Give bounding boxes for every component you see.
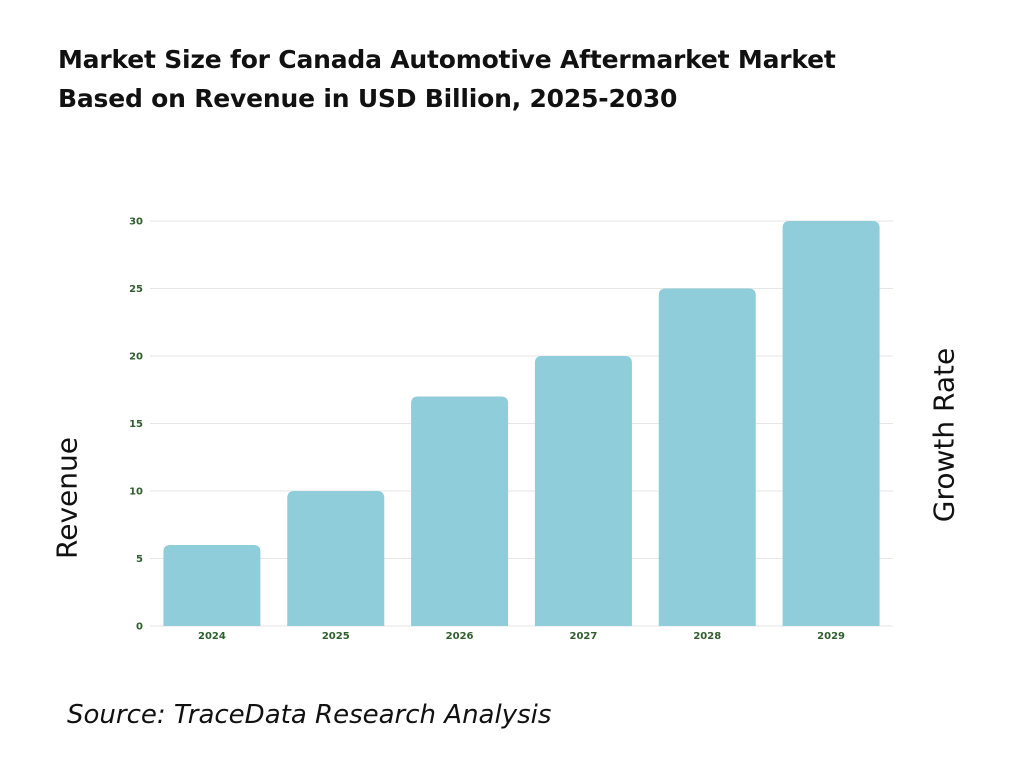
y-axis-label: Revenue [50, 437, 84, 559]
y-tick-label: 15 [129, 419, 143, 430]
x-tick-label: 2027 [569, 631, 597, 642]
gridlines [150, 220, 893, 627]
bar-2027 [534, 356, 632, 626]
y-tick-label: 20 [129, 352, 143, 363]
chart-title-line-1: Market Size for Canada Automotive Afterm… [58, 45, 836, 74]
y-tick-label: 25 [129, 284, 143, 295]
x-tick-label: 2028 [693, 631, 721, 642]
y-tick-label: 0 [136, 622, 143, 633]
bar-2025 [287, 491, 385, 626]
bar-2029 [782, 221, 880, 626]
secondary-y-axis-label: Growth Rate [927, 347, 961, 523]
x-tick-label: 2029 [817, 631, 845, 642]
x-tick-label: 2025 [322, 631, 350, 642]
bar-2026 [411, 396, 509, 626]
x-tick-label: 2026 [446, 631, 474, 642]
y-tick-label: 5 [136, 554, 143, 565]
x-axis-ticks: 2024 2025 2026 2027 2028 2029 [198, 631, 845, 642]
x-tick-label: 2024 [198, 631, 226, 642]
y-axis-ticks: 0 5 10 15 20 25 30 [129, 217, 143, 633]
chart-title: Market Size for Canada Automotive Afterm… [58, 40, 958, 118]
bars [163, 221, 880, 626]
source-note: Source: TraceData Research Analysis [67, 700, 552, 730]
bar-2024 [163, 545, 261, 626]
bar-2028 [658, 288, 756, 626]
y-tick-label: 30 [129, 217, 143, 228]
chart-title-line-2: Based on Revenue in USD Billion, 2025-20… [58, 84, 678, 113]
y-tick-label: 10 [129, 487, 143, 498]
